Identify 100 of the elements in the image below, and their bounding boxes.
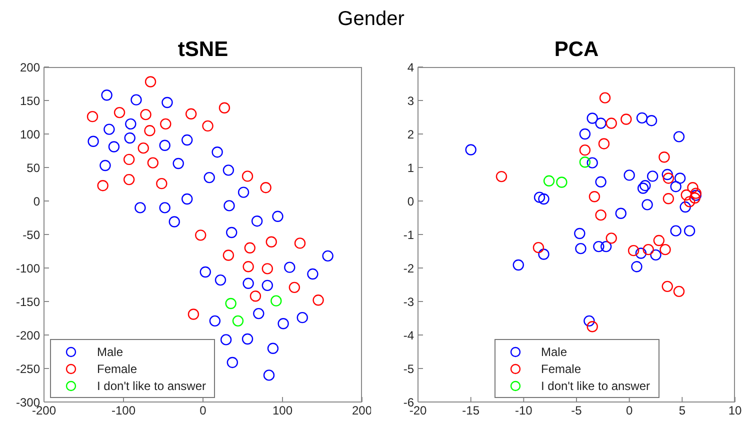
point (101, 90, 112, 101)
point (646, 170, 658, 182)
point (185, 108, 197, 120)
point (673, 286, 685, 298)
point (496, 170, 508, 182)
y-tick-label: 0 (407, 194, 414, 208)
point (222, 164, 234, 176)
point (593, 240, 604, 252)
point (595, 176, 606, 188)
point (595, 118, 606, 129)
point (532, 242, 544, 254)
point (250, 290, 262, 302)
point (636, 112, 648, 124)
point (684, 225, 696, 236)
point (267, 342, 279, 354)
point (284, 262, 296, 273)
legend-label: Female (97, 362, 138, 376)
point (159, 140, 170, 151)
point (556, 176, 568, 188)
point (662, 172, 674, 184)
y-tick-label: -150 (16, 294, 40, 309)
point (584, 315, 595, 327)
y-tick-label: 200 (20, 60, 40, 74)
point (182, 193, 193, 205)
y-tick-label: -4 (403, 328, 414, 342)
point (670, 180, 682, 192)
point (606, 232, 617, 244)
point (125, 118, 136, 130)
point (653, 234, 665, 246)
point (263, 370, 275, 381)
point (123, 154, 135, 166)
x-tick-label: 10 (728, 404, 742, 418)
point (674, 172, 686, 184)
point (628, 244, 640, 256)
point (262, 263, 273, 274)
y-tick-label: -100 (16, 261, 40, 276)
y-tick-label: -200 (16, 328, 40, 342)
point (588, 191, 600, 202)
y-tick-label: 150 (20, 94, 40, 108)
point (108, 141, 120, 152)
point (543, 175, 555, 186)
y-tick-label: -1 (403, 228, 414, 242)
point (687, 182, 698, 194)
point (512, 259, 524, 271)
point (684, 196, 696, 208)
legend-label: Male (97, 344, 124, 358)
point (606, 118, 617, 129)
point (534, 192, 546, 203)
point (226, 226, 238, 238)
point (660, 244, 671, 256)
point (465, 144, 476, 156)
point (670, 225, 682, 236)
point (144, 125, 156, 136)
point (156, 178, 168, 190)
point (182, 134, 193, 146)
point (312, 294, 324, 306)
y-tick-label: 4 (407, 60, 414, 74)
point (579, 156, 591, 168)
point (260, 182, 272, 194)
point (673, 131, 685, 142)
x-tick-label: 0 (200, 404, 207, 418)
text: Gender (336, 8, 406, 31)
y-tick-label: -2 (403, 261, 414, 276)
point (586, 112, 598, 124)
point (296, 312, 308, 324)
point (662, 168, 673, 180)
y-tick-label: -250 (16, 362, 40, 376)
point (624, 170, 635, 181)
point (680, 189, 692, 201)
legend-label: Male (540, 344, 568, 358)
x-tick-label: -5 (571, 404, 582, 418)
point (130, 94, 142, 106)
point (114, 106, 126, 118)
point (574, 228, 586, 240)
point (147, 157, 159, 168)
point (104, 124, 115, 135)
point (646, 115, 658, 126)
point (204, 172, 215, 184)
point (162, 96, 173, 108)
point (662, 193, 674, 204)
point (86, 110, 98, 122)
point (238, 186, 250, 198)
point (138, 142, 149, 154)
point (224, 200, 235, 212)
point (242, 170, 254, 182)
point (251, 216, 263, 227)
point (266, 236, 277, 248)
point (253, 308, 264, 320)
point (242, 278, 254, 290)
point (307, 268, 318, 280)
point (242, 333, 254, 345)
point (662, 280, 673, 292)
point (689, 192, 700, 204)
y-tick-label: 100 (20, 127, 40, 142)
point (123, 174, 135, 186)
point (538, 248, 550, 260)
point (635, 248, 647, 259)
point (140, 108, 152, 120)
y-tick-label: 1 (407, 160, 414, 175)
point (575, 242, 586, 254)
